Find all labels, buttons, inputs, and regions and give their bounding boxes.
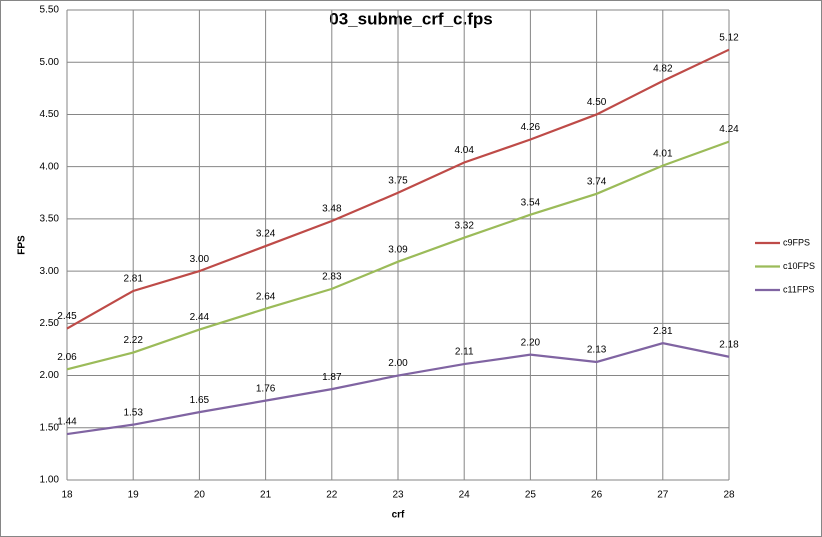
y-tick-label: 1.50 [40, 422, 60, 433]
data-label: 3.74 [587, 176, 607, 187]
y-tick-label: 1.00 [40, 475, 60, 486]
chart-title: 03_subme_crf_c.fps [329, 9, 492, 28]
x-tick-label: 20 [194, 490, 206, 501]
x-tick-label: 18 [61, 490, 73, 501]
y-axis-label: FPS [17, 235, 28, 255]
data-label: 3.48 [322, 204, 342, 215]
y-tick-label: 5.00 [40, 57, 60, 68]
data-label: 2.20 [521, 337, 541, 348]
data-label: 4.26 [521, 122, 541, 133]
y-tick-label: 4.00 [40, 161, 60, 172]
data-label: 2.31 [653, 326, 673, 337]
data-label: 4.24 [719, 124, 739, 135]
x-tick-label: 22 [326, 490, 338, 501]
data-label: 1.53 [123, 407, 143, 418]
data-label: 2.44 [190, 312, 210, 323]
data-label: 3.00 [190, 254, 210, 265]
data-label: 3.24 [256, 229, 276, 240]
y-tick-label: 2.50 [40, 318, 60, 329]
series-line [66, 342, 730, 436]
x-tick-label: 27 [657, 490, 669, 501]
legend-label: c10FPS [783, 261, 815, 271]
data-label: 2.13 [587, 345, 607, 356]
data-label: 1.44 [57, 417, 77, 428]
data-label: 2.00 [388, 358, 408, 369]
data-label: 3.54 [521, 197, 541, 208]
data-label: 2.83 [322, 272, 342, 283]
data-label: 2.11 [455, 347, 474, 358]
x-tick-label: 24 [459, 490, 471, 501]
data-label: 2.81 [123, 274, 143, 285]
x-tick-label: 21 [260, 490, 272, 501]
data-label: 3.32 [454, 220, 474, 231]
x-tick-label: 25 [525, 490, 537, 501]
data-label: 4.04 [454, 145, 474, 156]
data-label: 2.64 [256, 291, 276, 302]
y-tick-label: 3.50 [40, 214, 60, 225]
x-tick-label: 19 [128, 490, 140, 501]
data-label: 2.18 [719, 339, 739, 350]
x-axis-label: crf [392, 510, 405, 521]
data-label: 3.09 [388, 244, 408, 255]
series-line [66, 48, 730, 330]
y-tick-label: 3.00 [40, 266, 60, 277]
data-label: 1.76 [256, 383, 276, 394]
legend-label: c9FPS [783, 237, 810, 247]
data-label: 3.75 [388, 175, 408, 186]
x-tick-label: 28 [723, 490, 735, 501]
data-label: 4.82 [653, 64, 673, 75]
x-tick-label: 23 [392, 490, 404, 501]
data-label: 1.65 [190, 395, 210, 406]
data-label: 2.06 [57, 352, 77, 363]
data-label: 5.12 [719, 32, 739, 43]
series-line [66, 140, 730, 371]
x-tick-label: 26 [591, 490, 603, 501]
data-label: 1.87 [322, 372, 342, 383]
y-tick-label: 2.00 [40, 370, 60, 381]
data-label: 4.01 [653, 148, 673, 159]
data-label: 4.50 [587, 97, 607, 108]
data-label: 2.22 [123, 335, 143, 346]
data-label: 2.45 [57, 311, 77, 322]
y-tick-label: 5.50 [40, 5, 60, 16]
legend-label: c11FPS [783, 284, 814, 294]
y-tick-label: 4.50 [40, 109, 60, 120]
